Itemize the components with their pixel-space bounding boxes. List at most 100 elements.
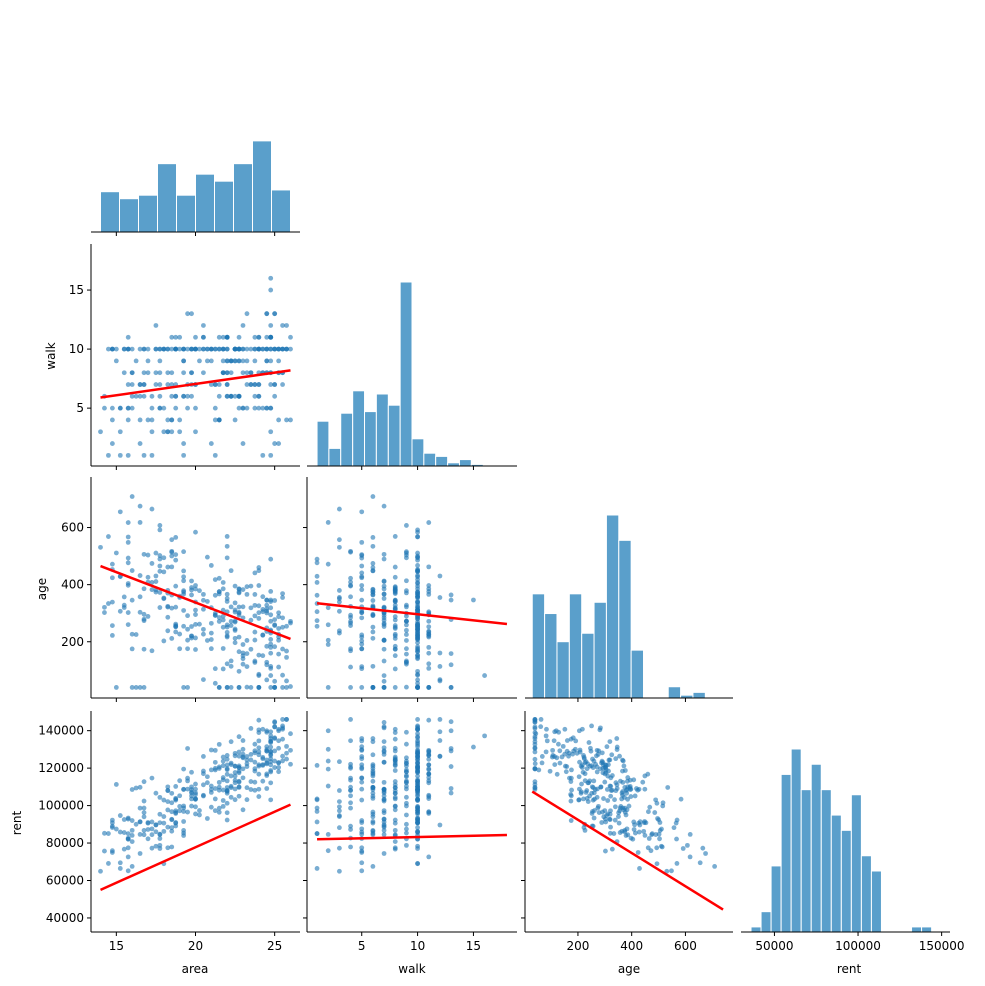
scatter-point xyxy=(252,613,258,619)
scatter-point xyxy=(404,760,409,766)
scatter-point xyxy=(348,788,353,793)
scatter-point xyxy=(272,765,278,770)
scatter-point xyxy=(208,787,214,792)
scatter-point xyxy=(208,563,214,568)
scatter-point xyxy=(129,827,135,833)
scatter-point xyxy=(157,393,163,399)
scatter-point xyxy=(268,729,274,735)
scatter-point xyxy=(426,756,432,762)
scatter-point xyxy=(568,798,574,804)
scatter-point xyxy=(415,843,420,849)
scatter-point xyxy=(404,812,409,818)
scatter-point xyxy=(370,568,376,574)
scatter-point xyxy=(244,664,250,669)
scatter-point xyxy=(240,755,246,761)
scatter-point xyxy=(212,452,218,458)
scatter-point xyxy=(244,797,250,803)
scatter-point xyxy=(125,539,131,545)
scatter-point xyxy=(252,750,258,756)
scatter-point xyxy=(404,661,409,667)
scatter-point xyxy=(609,846,615,852)
scatter-point xyxy=(232,609,238,615)
scatter-point xyxy=(161,405,167,411)
scatter-point xyxy=(532,736,538,741)
scatter-point xyxy=(680,846,686,851)
scatter-point xyxy=(392,653,398,659)
scatter-point xyxy=(216,591,222,597)
scatter-point xyxy=(657,836,662,842)
scatter-point xyxy=(392,666,398,672)
scatter-point xyxy=(157,811,163,817)
scatter-point xyxy=(165,429,171,435)
scatter-point xyxy=(381,637,387,643)
scatter-point xyxy=(129,685,135,690)
scatter-point xyxy=(284,678,289,684)
scatter-point xyxy=(169,382,175,387)
scatter-point xyxy=(594,769,600,775)
scatter-point xyxy=(201,591,206,597)
scatter-point xyxy=(348,823,353,829)
scatter-point xyxy=(471,744,476,750)
scatter-point xyxy=(348,784,353,790)
regression-line xyxy=(317,833,507,841)
scatter-point xyxy=(348,646,353,652)
scatter-point xyxy=(197,621,202,627)
scatter-point xyxy=(252,382,258,387)
scatter-point xyxy=(348,594,353,600)
scatter-point xyxy=(204,780,210,786)
scatter-point xyxy=(149,819,155,825)
scatter-point xyxy=(256,730,262,735)
scatter-point xyxy=(687,832,693,837)
scatter-point xyxy=(117,866,123,871)
scatter-point xyxy=(577,749,583,755)
scatter-point xyxy=(208,646,214,652)
scatter-point xyxy=(536,767,542,773)
scatter-rent-vs-area: 15 20 25 40000 60000 80000 100000 120000 140000 xyxy=(38,711,300,953)
scatter-point xyxy=(109,575,115,581)
hist-area-bar xyxy=(214,180,234,233)
scatter-point xyxy=(381,678,387,684)
scatter-point xyxy=(240,346,246,352)
scatter-point xyxy=(141,382,147,387)
scatter-point xyxy=(392,745,398,751)
scatter-point xyxy=(359,610,365,615)
scatter-point xyxy=(232,600,238,606)
scatter-point xyxy=(404,578,409,584)
scatter-point xyxy=(129,405,135,411)
hist-rent-tick-label: 150000 xyxy=(919,939,965,953)
scatter-point xyxy=(448,746,454,751)
scatter-point xyxy=(240,604,246,610)
scatter-point xyxy=(129,568,135,573)
scatter-point xyxy=(598,766,603,772)
scatter-point xyxy=(532,787,538,792)
scatter-point xyxy=(236,753,242,759)
scatter-point xyxy=(392,820,398,826)
scatter-point xyxy=(113,346,119,352)
scatter-point xyxy=(141,346,147,352)
scatter-point xyxy=(613,756,619,762)
scatter-point xyxy=(153,822,159,828)
scatter-point xyxy=(589,723,594,729)
scatter-point xyxy=(404,803,409,809)
scatter-point xyxy=(643,820,649,826)
scatter-point xyxy=(173,624,179,630)
scatter-point xyxy=(415,685,420,690)
scatter-point xyxy=(359,583,365,588)
scatter-point xyxy=(181,786,187,792)
scatter-point xyxy=(193,790,198,796)
scatter-point xyxy=(240,775,246,781)
scatter-point xyxy=(359,786,365,792)
scatter-point xyxy=(268,744,274,750)
scatter-point xyxy=(212,577,218,582)
scatter-point xyxy=(370,768,376,774)
scatter-point xyxy=(244,346,250,352)
scatter-point xyxy=(370,663,376,669)
scatter-point xyxy=(426,794,432,799)
scatter-point xyxy=(268,588,274,594)
scatter-point xyxy=(193,405,198,411)
scatter-point xyxy=(181,568,187,574)
scatter-point xyxy=(252,405,258,411)
scatter-point xyxy=(272,678,278,684)
scatter-point xyxy=(165,799,171,804)
